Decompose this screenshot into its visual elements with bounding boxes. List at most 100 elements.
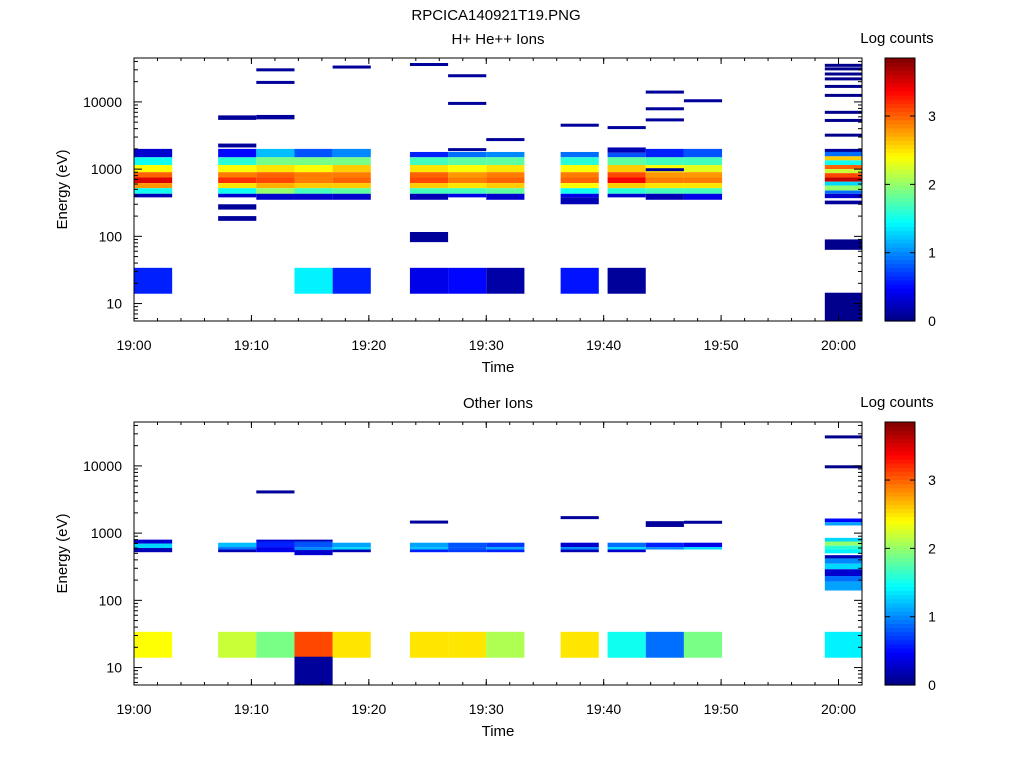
colorbar-segment xyxy=(885,308,915,314)
x-tick-label: 19:40 xyxy=(586,701,621,717)
colorbar-segment xyxy=(885,504,915,509)
colorbar-segment xyxy=(885,458,915,464)
heatmap-cell xyxy=(218,193,257,198)
colorbar-segment xyxy=(885,173,915,178)
colorbar-segment xyxy=(885,471,915,477)
heatmap-cell xyxy=(134,631,173,658)
colorbar-segment xyxy=(885,86,915,92)
heatmap-cell xyxy=(218,188,257,194)
heatmap-cell xyxy=(607,542,646,548)
colorbar-label: Log counts xyxy=(860,394,933,411)
colorbar-tick-label: 1 xyxy=(928,609,936,625)
colorbar-segment xyxy=(885,279,915,285)
colorbar-segment xyxy=(885,434,915,440)
colorbar-tick-label: 3 xyxy=(928,108,936,124)
colorbar-segment xyxy=(885,94,915,100)
colorbar-segment xyxy=(885,164,915,170)
colorbar-segment xyxy=(885,177,915,182)
heatmap-cell xyxy=(824,518,862,523)
colorbar-segment xyxy=(885,438,915,444)
heatmap-cell xyxy=(332,542,371,548)
heatmap-line xyxy=(824,93,862,97)
colorbar-segment xyxy=(885,569,915,575)
x-tick-label: 19:30 xyxy=(469,701,504,717)
heatmap-cell xyxy=(332,267,371,294)
colorbar-segment xyxy=(885,660,915,666)
heatmap-cell xyxy=(560,549,599,553)
heatmap-cell xyxy=(409,151,449,158)
colorbar-segment xyxy=(885,267,915,273)
colorbar-segment xyxy=(885,594,915,600)
colorbar-segment xyxy=(885,565,915,571)
y-axis-label: Energy (eV) xyxy=(54,149,71,229)
colorbar-segment xyxy=(885,140,915,145)
heatmap-line xyxy=(645,90,684,94)
colorbar-segment xyxy=(885,263,915,269)
heatmap-line xyxy=(409,520,449,524)
heatmap-cell xyxy=(824,522,862,526)
heatmap-cell xyxy=(294,177,333,184)
colorbar-segment xyxy=(885,210,915,215)
heatmap-cell xyxy=(560,151,599,158)
heatmap-cell xyxy=(218,177,257,184)
heatmap-cell xyxy=(486,157,525,166)
colorbar-segment xyxy=(885,185,915,191)
colorbar-tick-label: 2 xyxy=(928,540,936,556)
colorbar-segment xyxy=(885,275,915,281)
heatmap-cell xyxy=(448,151,487,158)
colorbar-segment xyxy=(885,635,915,641)
heatmap-line xyxy=(560,123,599,127)
heatmap-line xyxy=(824,84,862,88)
colorbar-segment xyxy=(885,189,915,195)
heatmap-cell xyxy=(409,172,449,178)
heatmap-cell xyxy=(256,157,295,166)
heatmap-cell xyxy=(824,555,862,559)
y-tick-label: 10000 xyxy=(83,94,122,110)
heatmap-cell xyxy=(824,190,862,194)
heatmap-cell xyxy=(683,193,723,200)
heatmap-cell xyxy=(560,188,599,194)
heatmap-cell xyxy=(409,267,449,294)
heatmap-cell xyxy=(409,549,449,553)
heatmap-cell xyxy=(448,549,487,553)
colorbar-segment xyxy=(885,549,915,555)
colorbar: Log counts 0 1 2 3 xyxy=(860,394,936,693)
y-tick-label: 100 xyxy=(99,228,123,244)
heatmap-cell xyxy=(607,188,646,194)
heatmap-cell xyxy=(560,547,599,550)
heatmap-cell xyxy=(332,177,371,184)
heatmap-cell xyxy=(486,165,525,173)
heatmap-cell xyxy=(448,157,487,166)
heatmap-cell xyxy=(409,547,449,550)
heatmap-cell xyxy=(607,165,646,173)
heatmap-cell xyxy=(824,193,862,199)
colorbar-segment xyxy=(885,561,915,567)
heatmap-cell xyxy=(448,193,487,198)
heatmap-cell xyxy=(607,193,646,198)
colorbar-segment xyxy=(885,90,915,96)
heatmap-cell xyxy=(134,548,173,553)
heatmap-cell xyxy=(294,183,333,189)
heatmap-cell xyxy=(294,165,333,173)
colorbar-segment xyxy=(885,312,915,318)
heatmap-line xyxy=(332,65,371,69)
colorbar-segment xyxy=(885,676,915,682)
colorbar-segment xyxy=(885,619,915,624)
heatmap-cell xyxy=(560,267,599,294)
heatmap-cell xyxy=(409,193,449,200)
colorbar-segment xyxy=(885,300,915,306)
heatmap-line xyxy=(824,67,862,71)
x-axis-label: Time xyxy=(482,359,515,376)
heatmap-cells xyxy=(134,435,862,685)
heatmap-cell xyxy=(560,183,599,189)
heatmap-cell xyxy=(294,547,333,551)
heatmap-cell xyxy=(448,542,487,548)
heatmap-cell xyxy=(218,115,257,120)
heatmap-cell xyxy=(645,547,684,550)
chart-panel: H+ He++ Ions Time Energy (eV) 19:00 19:10 19:… xyxy=(54,30,936,376)
heatmap-cell xyxy=(218,542,257,548)
heatmap-line xyxy=(409,63,449,67)
heatmap-line xyxy=(448,148,487,152)
heatmap-cell xyxy=(294,267,333,294)
colorbar-segment xyxy=(885,119,915,125)
